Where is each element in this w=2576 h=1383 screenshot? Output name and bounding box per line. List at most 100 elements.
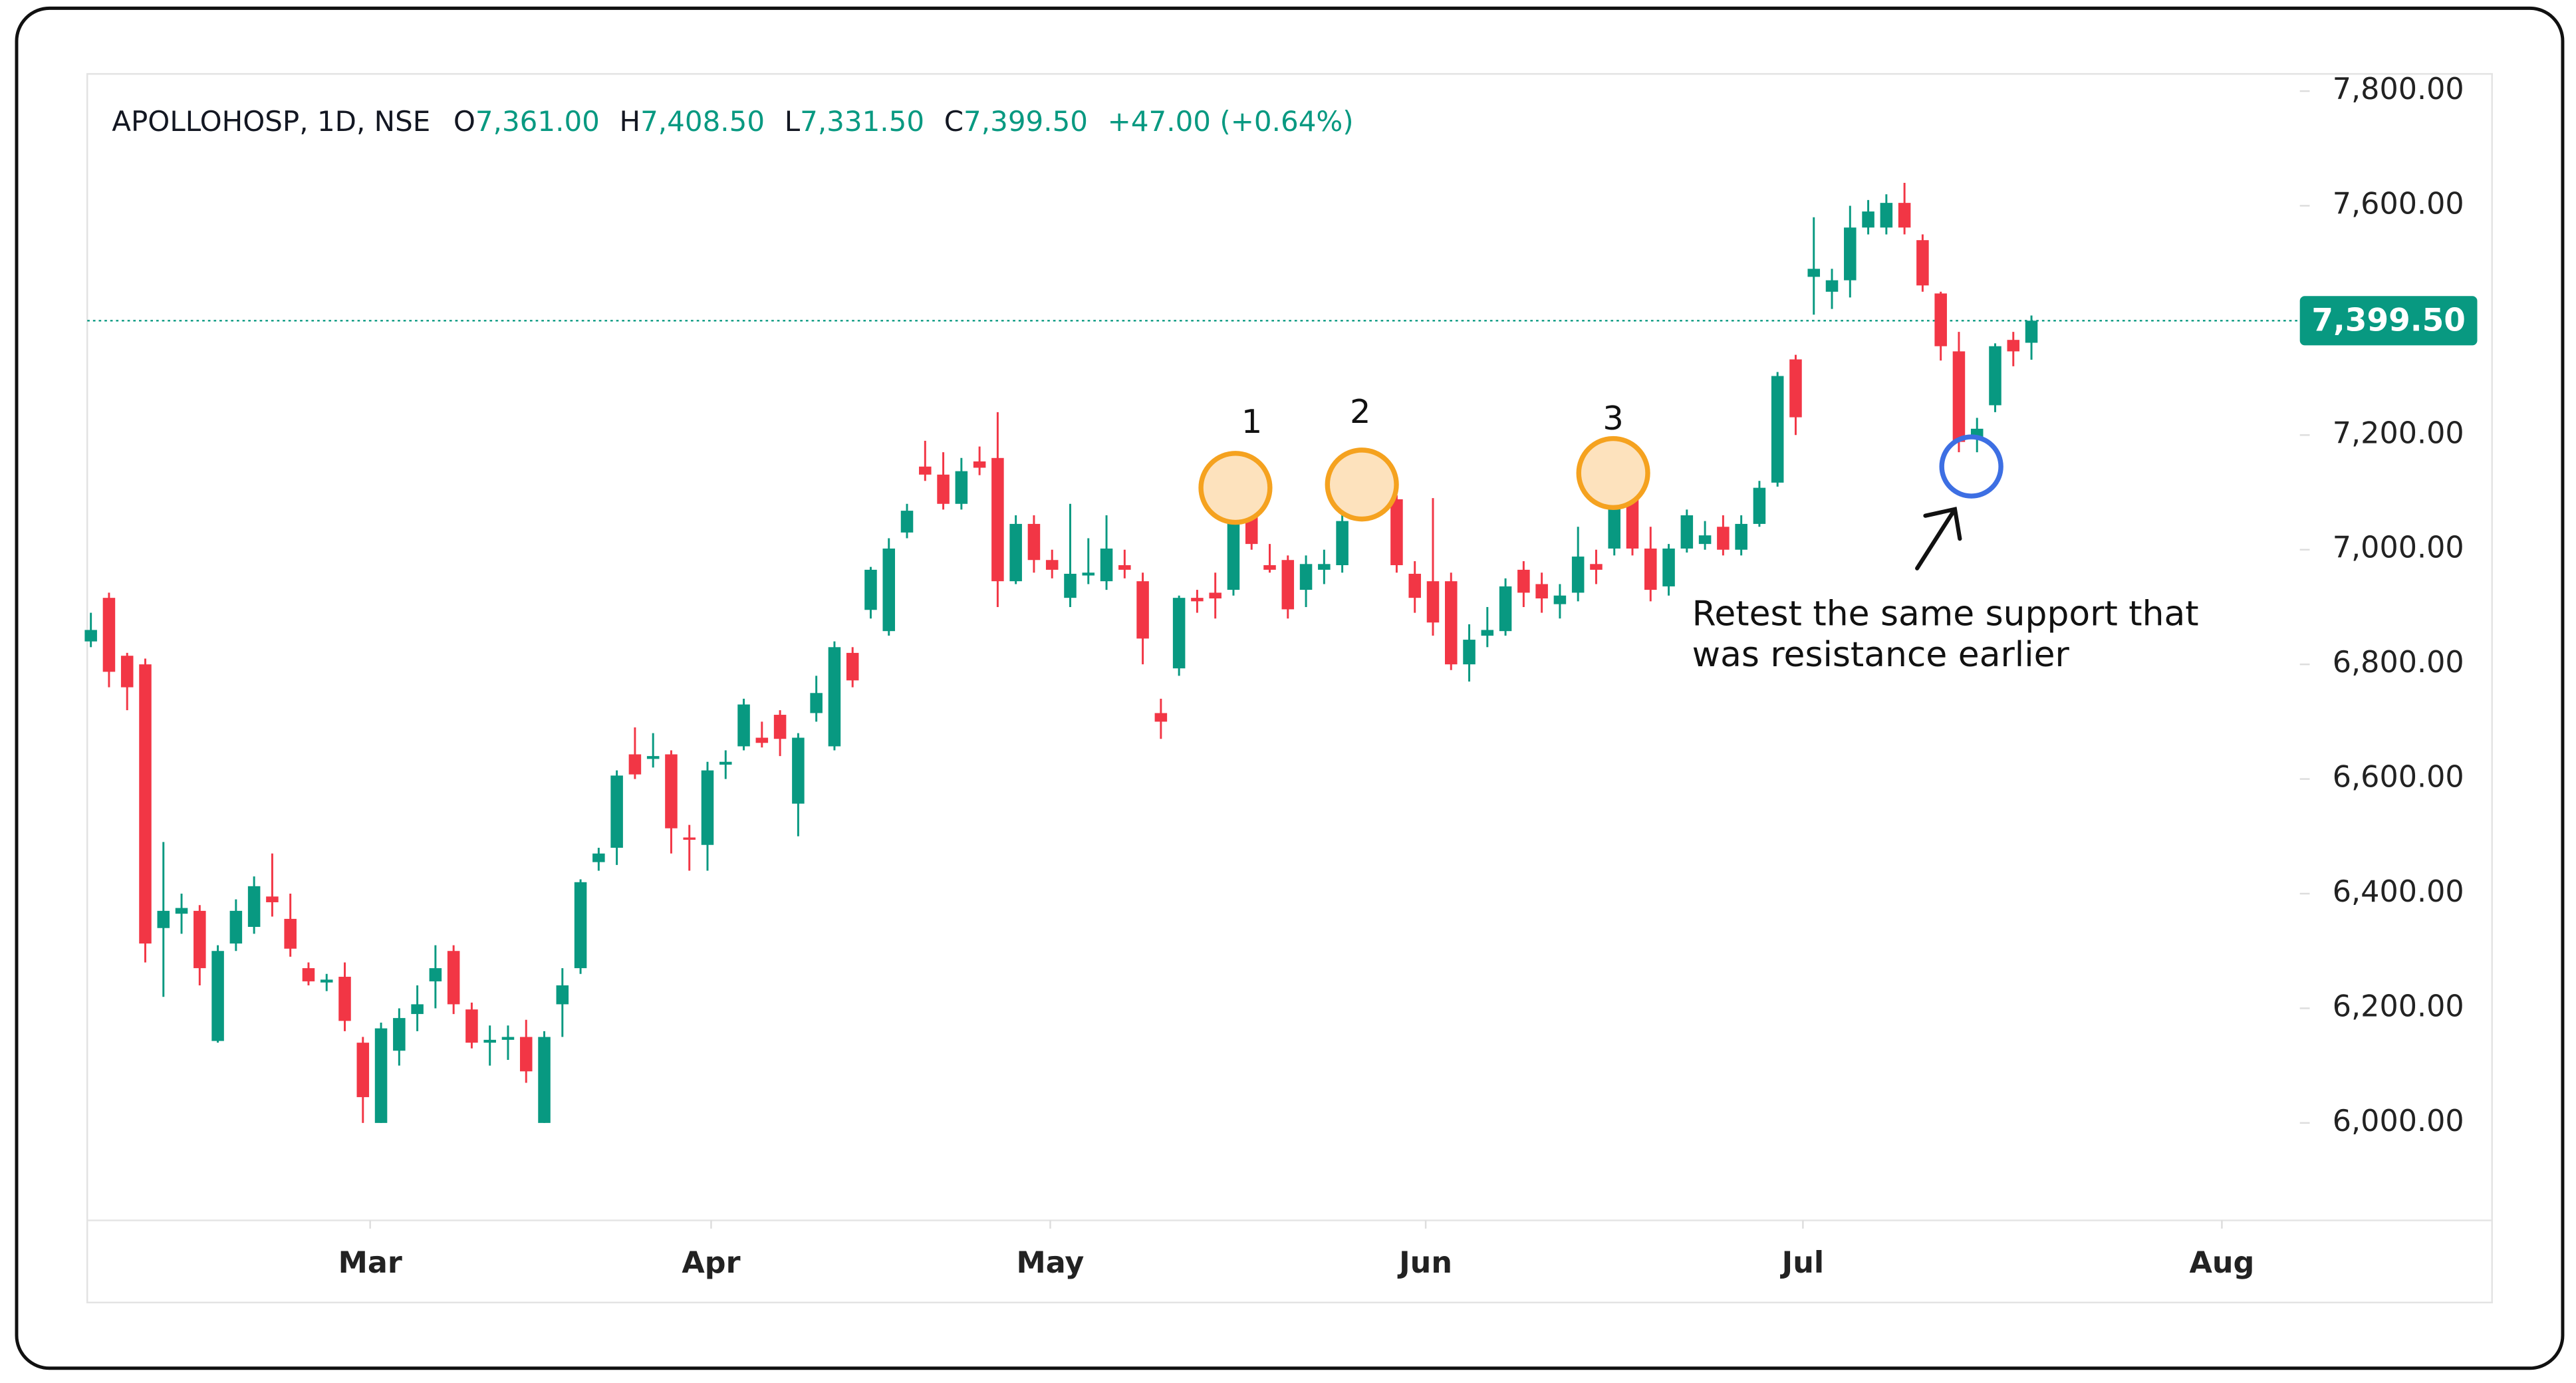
symbol: APOLLOHOSP, 1D, NSE [112,105,430,138]
annotation-text: was resistance earlier [1692,635,2070,675]
x-tick-label: Jun [1397,1246,1452,1280]
candle-body [211,951,224,1041]
candle-body [755,737,769,743]
candle-body [1934,293,1947,346]
candle-body [1263,565,1276,570]
last-price-tag [2299,296,2478,346]
candle-body [1082,572,1095,576]
candle-body [429,968,442,981]
candle-body [193,910,206,969]
candle-body [447,951,460,1005]
marker-label: 1 [1241,402,1262,441]
x-tick-label: Jul [1780,1246,1824,1280]
candle-body [519,1037,533,1072]
candle-body [84,630,97,642]
candle-body [1118,565,1131,570]
candle-body [1136,581,1149,639]
candle-body [1662,549,1675,586]
y-tick-label: 6,200.00 [2333,989,2464,1023]
candle-body [501,1037,515,1040]
candle-body [1735,523,1747,550]
candle-body [1154,713,1168,722]
candle-body [320,979,333,983]
annotations: 1 2 3 Retest the same support that was r… [1198,392,2199,675]
candle-body [1318,564,1331,570]
candle-body [1426,581,1440,623]
marker-circle [1198,451,1273,525]
candle-body [1481,630,1494,636]
candle-body [1590,564,1603,570]
marker-label: 2 [1350,392,1370,431]
ohlc-value: 7,331.50 [800,105,924,138]
candle-body [1753,487,1766,524]
grid: 6,000.00 6,200.00 6,400.00 6,600.00 6,800.00… [87,72,2464,1280]
chart-frame [86,72,2493,1304]
y-tick-label: 7,600.00 [2333,187,2464,221]
candle-body [465,1009,478,1043]
candle-body [810,693,823,713]
candle-body [828,647,841,747]
candle-body [2025,320,2038,343]
arrow [1915,507,1962,570]
last-price-label: 7,399.50 [2311,302,2466,338]
candle-body [1100,549,1113,582]
candle-body [139,664,152,944]
marker-label: 3 [1603,399,1623,438]
marker-circle [1576,436,1650,511]
candle-body [592,853,605,862]
candle-body [737,704,750,747]
candle-body [882,549,896,632]
candle-body [1789,359,1802,418]
candle-body [864,569,877,610]
candle-body [483,1039,496,1043]
legend-header: APOLLOHOSP, 1D, NSE O 7,361.00 H 7,408.5… [112,105,1353,138]
candle-body [683,837,696,840]
candle-body [1336,521,1349,566]
y-tick-label: 6,800.00 [2333,646,2464,680]
candle-body [665,754,678,828]
candle-body [1064,573,1077,598]
candle-body [719,761,732,765]
candle-body [1281,560,1295,610]
candle-body [1191,598,1204,602]
candle-body [701,770,714,845]
candle-body [1680,515,1694,549]
candle-body [102,598,116,672]
candle-body [610,775,623,848]
y-tick-label: 6,000.00 [2333,1104,2464,1138]
y-tick-label: 6,600.00 [2333,761,2464,795]
candle-body [900,511,914,533]
ohlc-value: 7,399.50 [964,105,1088,138]
candle-body [1045,560,1059,570]
ohlc-letter: O [453,105,475,138]
candle-body [919,466,932,475]
candle-body [266,896,279,902]
candle-body [411,1004,424,1015]
candle-body [773,715,787,739]
x-tick-label: Mar [338,1246,402,1280]
annotation-text: Retest the same support that [1692,594,2199,634]
candle-body [1989,346,2001,406]
candle-body [229,910,243,944]
candle-body [1517,569,1530,593]
candle-body [1553,595,1567,604]
candle-body [1571,557,1585,593]
candle-body [1916,240,1929,286]
candle-body [284,918,297,949]
candle-body [1844,227,1857,281]
candle-body [2007,340,2020,352]
candle-body [955,471,968,504]
candle-body [1027,523,1041,561]
candle-body [1408,573,1421,598]
y-tick-label: 6,400.00 [2333,875,2464,909]
candle-body [1771,376,1784,483]
y-tick-label: 7,200.00 [2333,416,2464,450]
candle-body [1227,511,1240,590]
candle-body [937,474,950,504]
candle-body [338,977,351,1021]
candle-body [991,457,1004,582]
candle-body [1952,351,1966,442]
candle-body [1880,203,1893,228]
